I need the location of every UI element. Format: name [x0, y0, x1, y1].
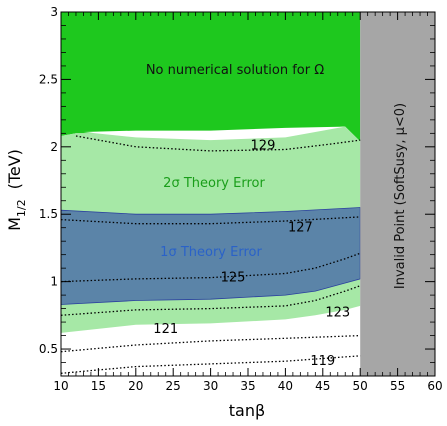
contour-label-127: 127 — [288, 221, 313, 236]
contour-label-125: 125 — [221, 271, 246, 286]
x-tick-label-50: 50 — [353, 379, 368, 393]
x-tick-label-60: 60 — [427, 379, 442, 393]
x-tick-label-35: 35 — [240, 379, 255, 393]
y-tick-label-2: 2 — [50, 140, 58, 154]
region-no-solution — [61, 12, 361, 142]
frame-layer: 10 15 20 25 30 35 40 45 50 55 60 0.5 1 1.5 2 2.5 3 — [39, 5, 443, 393]
regions-layer — [60, 12, 435, 376]
region-label-no-solution: No numerical solution for Ω — [146, 63, 324, 78]
contour-line-125 — [60, 252, 361, 283]
x-tick-label-30: 30 — [203, 379, 218, 393]
contours-layer: 119 121 123 125 127 129 — [60, 135, 361, 374]
y-tick-label-1.5: 1.5 — [39, 207, 58, 221]
y-axis-label: M1/2 (TeV) — [5, 149, 28, 231]
y-tick-label-1: 1 — [50, 275, 58, 289]
region-label-one-sigma: 1σ Theory Error — [160, 245, 262, 260]
y-axis-label-sub: 1/2 — [15, 199, 28, 217]
x-tick-label-55: 55 — [390, 379, 405, 393]
region-invalid — [360, 12, 435, 376]
x-tick-label-15: 15 — [91, 379, 106, 393]
contour-label-121: 121 — [153, 322, 178, 337]
region-white-gap — [83, 126, 346, 141]
x-tick-label-20: 20 — [128, 379, 143, 393]
contour-label-119: 119 — [310, 354, 335, 369]
contour-label-129: 129 — [251, 139, 276, 154]
x-tick-label-40: 40 — [278, 379, 293, 393]
y-tick-label-0.5: 0.5 — [39, 342, 58, 356]
x-axis-label: tanβ — [229, 401, 265, 420]
x-tick-label-10: 10 — [53, 379, 68, 393]
x-tick-label-45: 45 — [315, 379, 330, 393]
contour-line-123 — [60, 285, 361, 316]
x-tick-label-25: 25 — [166, 379, 181, 393]
y-tick-label-3: 3 — [50, 5, 58, 19]
region-label-two-sigma: 2σ Theory Error — [163, 176, 265, 191]
y-axis-label-unit: (TeV) — [5, 149, 24, 189]
region-label-invalid: Invalid Point (SoftSusy, μ<0) — [393, 103, 408, 289]
y-tick-label-2.5: 2.5 — [39, 72, 58, 86]
y-axis-label-main: M — [5, 217, 24, 231]
contour-label-123: 123 — [325, 306, 350, 321]
